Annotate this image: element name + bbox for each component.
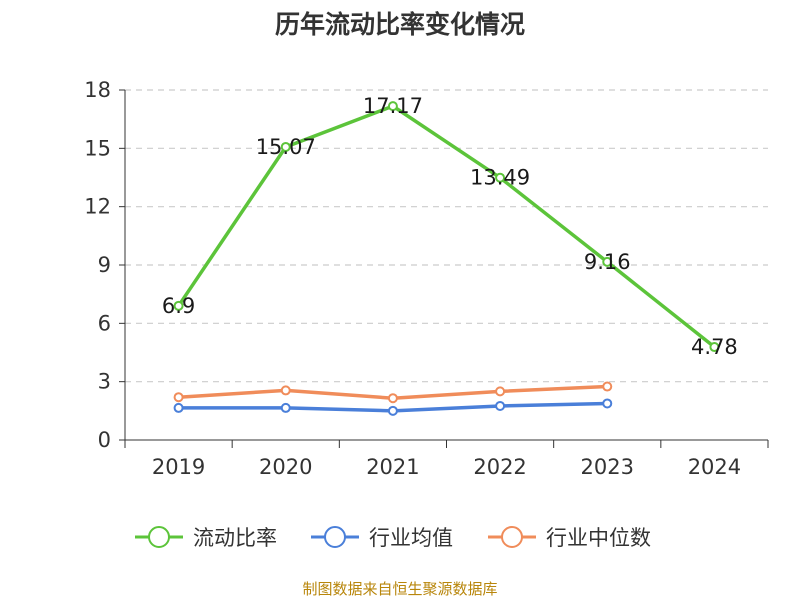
series-line-0 [176, 104, 717, 349]
data-point [173, 300, 184, 311]
legend-label: 行业中位数 [546, 526, 651, 550]
legend: 流动比率 行业均值 行业中位数 [135, 526, 651, 550]
y-tick-label: 15 [84, 136, 111, 160]
legend-label: 行业均值 [369, 526, 453, 550]
data-point [387, 405, 398, 416]
x-tick-label: 2021 [366, 455, 419, 479]
series-group [173, 101, 720, 416]
data-label: 17.17 [363, 94, 423, 118]
y-tick-label: 6 [98, 311, 111, 335]
data-point [495, 386, 506, 397]
data-point [709, 342, 720, 353]
legend-marker [501, 526, 523, 548]
grid-lines [125, 89, 768, 383]
source-note: 制图数据来自恒生聚源数据库 [302, 580, 497, 598]
data-point [387, 101, 398, 112]
x-tick-label: 2019 [152, 455, 205, 479]
data-label: 13.49 [470, 166, 530, 190]
x-tick-label: 2022 [473, 455, 526, 479]
data-point [173, 392, 184, 403]
data-point [495, 172, 506, 183]
y-tick-label: 0 [98, 428, 111, 452]
data-point [602, 256, 613, 267]
data-point [280, 141, 291, 152]
data-label: 4.78 [691, 335, 738, 359]
data-labels: 6.9 15.07 17.17 13.49 9.16 4.78 [162, 94, 738, 359]
legend-label: 流动比率 [193, 526, 277, 550]
data-point [280, 402, 291, 413]
data-point [173, 402, 184, 413]
x-tick-label: 2020 [259, 455, 312, 479]
data-label: 6.9 [162, 294, 195, 318]
y-tick-label: 18 [84, 78, 111, 102]
x-tick-label: 2024 [688, 455, 741, 479]
y-tick-label: 9 [98, 253, 111, 277]
data-point [602, 398, 613, 409]
chart-title: 历年流动比率变化情况 [275, 10, 525, 39]
data-point [387, 393, 398, 404]
legend-marker [324, 526, 346, 548]
data-label: 15.07 [256, 135, 316, 159]
data-point [602, 381, 613, 392]
data-point [280, 385, 291, 396]
data-label: 9.16 [584, 250, 631, 274]
y-tick-label: 3 [98, 370, 111, 394]
axes: 0 3 6 9 12 15 18 2019 2020 2021 2022 2023 2024 [84, 78, 769, 479]
y-tick-label: 12 [84, 195, 111, 219]
x-tick-label: 2023 [581, 455, 634, 479]
legend-marker [148, 526, 170, 548]
data-point [495, 400, 506, 411]
